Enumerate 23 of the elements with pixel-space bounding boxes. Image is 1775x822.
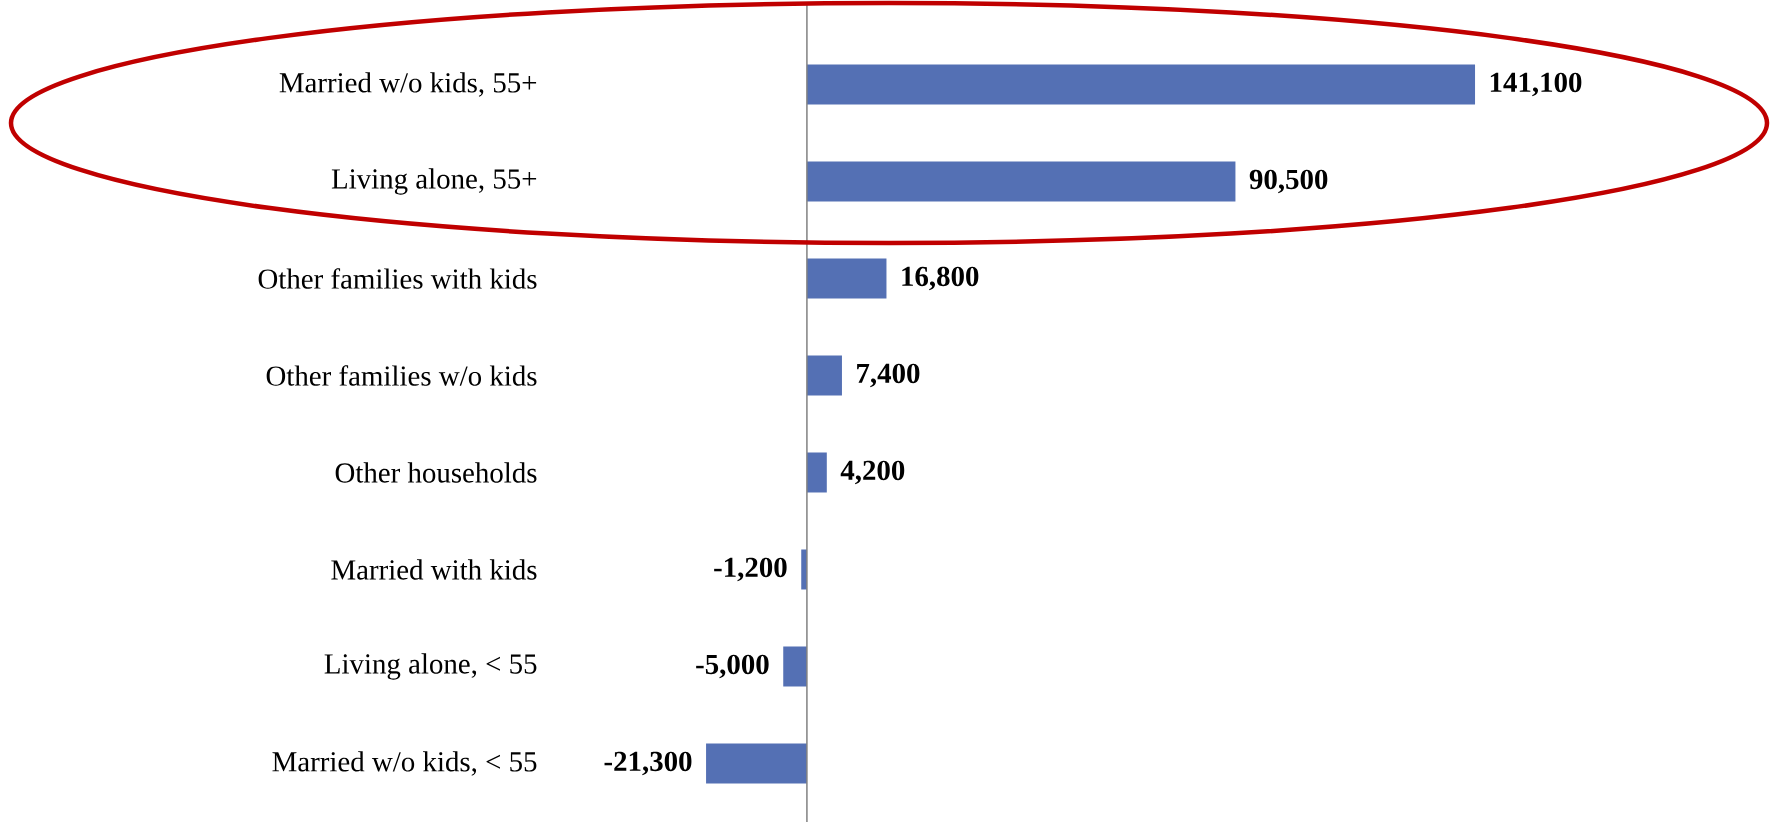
data-label: 4,200 bbox=[840, 460, 905, 485]
y-tick-label: Married w/o kids, < 55 bbox=[272, 751, 537, 776]
y-tick-label: Married with kids bbox=[331, 559, 537, 580]
data-label: 90,500 bbox=[1249, 169, 1328, 194]
data-label: -21,300 bbox=[604, 751, 692, 776]
y-tick-label: Married w/o kids, 55+ bbox=[279, 72, 537, 97]
bar bbox=[806, 64, 1476, 105]
bar bbox=[706, 743, 807, 784]
bar bbox=[806, 355, 842, 396]
data-label: -1,200 bbox=[714, 557, 787, 582]
y-tick-label: Other households bbox=[335, 462, 537, 483]
data-label: 7,400 bbox=[857, 363, 920, 388]
data-label: 16,800 bbox=[902, 266, 979, 291]
data-label: -5,000 bbox=[696, 654, 769, 679]
bar bbox=[783, 646, 807, 687]
y-tick-label: Other families w/o kids bbox=[266, 365, 537, 386]
y-tick-label: Living alone, < 55 bbox=[324, 653, 537, 680]
data-label: 141,100 bbox=[1490, 72, 1582, 97]
bar bbox=[806, 452, 827, 493]
y-tick-label: Living alone, 55+ bbox=[331, 168, 537, 195]
bar bbox=[806, 161, 1236, 202]
y-tick-label: Other families with kids bbox=[258, 268, 537, 289]
bar bbox=[806, 258, 887, 299]
